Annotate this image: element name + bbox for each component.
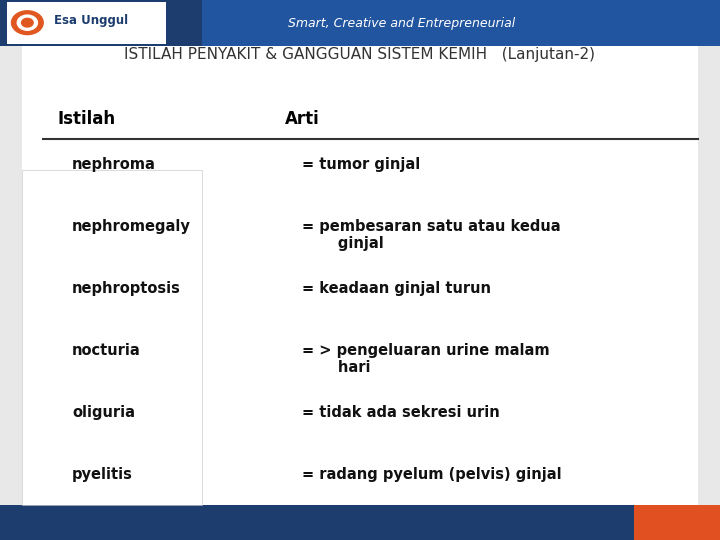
Text: = radang pyelum (pelvis) ginjal: = radang pyelum (pelvis) ginjal bbox=[302, 467, 562, 482]
Text: pyelitis: pyelitis bbox=[72, 467, 133, 482]
Text: = tidak ada sekresi urin: = tidak ada sekresi urin bbox=[302, 405, 500, 420]
Circle shape bbox=[22, 18, 33, 27]
Text: nocturia: nocturia bbox=[72, 343, 140, 358]
Circle shape bbox=[12, 11, 43, 35]
Bar bbox=[0, 0, 720, 46]
Text: Esa Unggul: Esa Unggul bbox=[54, 14, 128, 27]
Text: = pembesaran satu atau kedua
       ginjal: = pembesaran satu atau kedua ginjal bbox=[302, 219, 561, 251]
Bar bbox=[22, 170, 202, 505]
Bar bbox=[0, 505, 720, 540]
Text: Istilah: Istilah bbox=[58, 110, 116, 128]
Bar bbox=[202, 0, 720, 46]
Text: oliguria: oliguria bbox=[72, 405, 135, 420]
Bar bbox=[22, 46, 698, 508]
Text: ISTILAH PENYAKIT & GANGGUAN SISTEM KEMIH   (Lanjutan-2): ISTILAH PENYAKIT & GANGGUAN SISTEM KEMIH… bbox=[125, 46, 595, 62]
Text: = tumor ginjal: = tumor ginjal bbox=[302, 157, 420, 172]
Circle shape bbox=[17, 15, 37, 30]
Text: nephroptosis: nephroptosis bbox=[72, 281, 181, 296]
Text: nephroma: nephroma bbox=[72, 157, 156, 172]
Text: Arti: Arti bbox=[285, 110, 320, 128]
Text: nephromegaly: nephromegaly bbox=[72, 219, 191, 234]
Text: = > pengeluaran urine malam
       hari: = > pengeluaran urine malam hari bbox=[302, 343, 550, 375]
Text: = keadaan ginjal turun: = keadaan ginjal turun bbox=[302, 281, 491, 296]
Bar bbox=[7, 2, 166, 44]
Text: Smart, Creative and Entrepreneurial: Smart, Creative and Entrepreneurial bbox=[288, 17, 516, 30]
Bar bbox=[634, 505, 720, 540]
